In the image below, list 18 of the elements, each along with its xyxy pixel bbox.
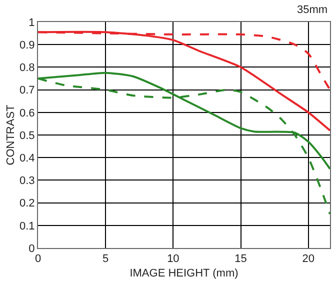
- y-tick-label: 0.9: [20, 39, 35, 52]
- text: 35mm: [297, 4, 328, 16]
- x-tick-label: 5: [102, 253, 109, 266]
- y-tick-label: 1: [28, 16, 35, 29]
- y-tick-label: 0.3: [20, 175, 35, 188]
- y-tick-label: 0.2: [20, 198, 35, 210]
- y-tick-label: 0.1: [20, 220, 35, 232]
- y-tick-label: 0.7: [20, 84, 35, 97]
- y-axis-title: CONTRAST: [5, 104, 18, 166]
- y-tick-label: 0.5: [20, 130, 35, 142]
- x-axis-title: IMAGE HEIGHT (mm): [130, 267, 238, 280]
- y-tick-label: 0.8: [20, 62, 35, 74]
- y-tick-label: 0.4: [20, 152, 35, 164]
- x-tick-label: 10: [167, 253, 180, 266]
- y-tick-label: 0.6: [20, 107, 35, 120]
- y-tick-label: 0: [28, 242, 35, 255]
- x-tick-label: 20: [302, 253, 314, 266]
- x-tick-label: 15: [234, 253, 247, 266]
